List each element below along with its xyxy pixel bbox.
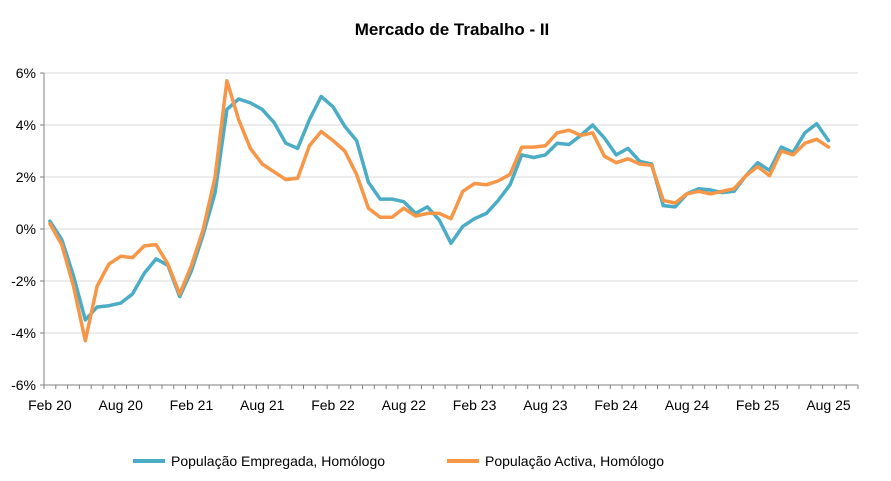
x-tick-label: Feb 21	[170, 397, 214, 413]
series-line-populacao-empregada	[48, 94, 831, 322]
y-tick-label: -6%	[11, 377, 36, 393]
series-lines	[48, 79, 831, 343]
chart-title: Mercado de Trabalho - II	[355, 20, 550, 39]
x-tick-label: Aug 24	[665, 397, 710, 413]
series-line-populacao-activa	[48, 79, 831, 343]
y-tick-label: 6%	[16, 65, 36, 81]
y-tick-label: 0%	[16, 221, 36, 237]
gridlines	[44, 72, 858, 386]
x-tick-label: Aug 22	[382, 397, 427, 413]
y-tick-label: -4%	[11, 325, 36, 341]
x-tick-label: Feb 25	[736, 397, 780, 413]
y-tick-label: 2%	[16, 169, 36, 185]
x-tick-label: Feb 20	[28, 397, 72, 413]
x-tick-label: Feb 23	[453, 397, 497, 413]
y-tick-label: -2%	[11, 273, 36, 289]
axes	[40, 72, 859, 389]
legend: População Empregada, Homólogo População …	[133, 453, 664, 469]
x-axis-tick-labels: Feb 20 Aug 20 Feb 21 Aug 21 Feb 22 Aug 22 Feb …	[28, 397, 851, 413]
x-tick-label: Aug 20	[98, 397, 143, 413]
y-axis-tick-labels: -6% -4% -2% 0% 2% 4% 6%	[11, 65, 36, 393]
legend-label-populacao-activa: População Activa, Homólogo	[485, 453, 664, 469]
x-tick-label: Aug 23	[523, 397, 568, 413]
legend-label-populacao-empregada: População Empregada, Homólogo	[171, 453, 385, 469]
y-tick-label: 4%	[16, 117, 36, 133]
x-tick-label: Feb 22	[311, 397, 355, 413]
x-tick-label: Aug 21	[240, 397, 285, 413]
x-tick-label: Aug 25	[806, 397, 851, 413]
x-tick-label: Feb 24	[594, 397, 638, 413]
